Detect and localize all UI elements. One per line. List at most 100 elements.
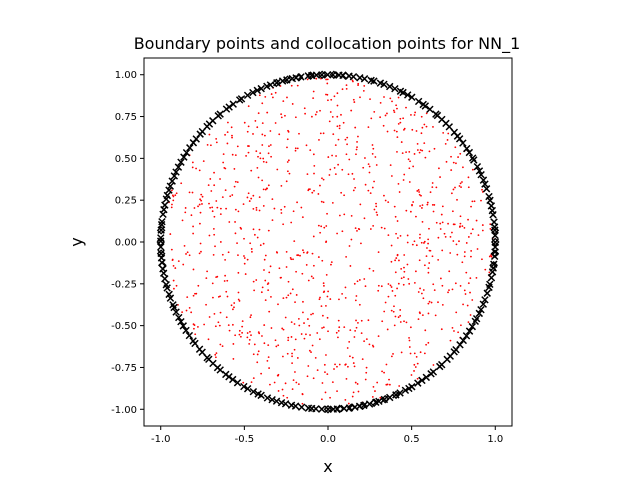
collocation-point	[201, 203, 203, 205]
collocation-point	[290, 84, 293, 87]
collocation-point	[323, 363, 326, 366]
collocation-point	[288, 172, 291, 175]
boundary-point	[159, 269, 168, 277]
collocation-point	[326, 212, 328, 215]
boundary-diamond-point	[294, 72, 304, 82]
collocation-point	[408, 339, 411, 342]
collocation-point	[346, 347, 349, 349]
collocation-point	[349, 329, 352, 331]
collocation-point	[352, 98, 355, 101]
collocation-point	[406, 241, 409, 244]
collocation-point	[173, 287, 175, 290]
collocation-point	[446, 139, 449, 141]
collocation-point	[182, 263, 185, 266]
collocation-point	[316, 332, 319, 334]
collocation-point	[464, 293, 467, 295]
collocation-point	[191, 166, 194, 169]
collocation-point	[250, 248, 253, 250]
collocation-point	[440, 213, 443, 216]
collocation-point	[405, 209, 408, 212]
collocation-point	[241, 331, 244, 334]
collocation-point	[394, 294, 397, 297]
collocation-point	[333, 95, 336, 98]
collocation-point	[380, 226, 383, 229]
collocation-point	[257, 155, 259, 158]
collocation-point	[327, 330, 329, 333]
collocation-point	[425, 125, 428, 128]
collocation-point	[330, 263, 332, 266]
boundary-point	[490, 218, 498, 226]
boundary-diamond-point	[317, 70, 327, 80]
collocation-point	[311, 191, 314, 194]
collocation-point	[452, 188, 455, 191]
collocation-point	[263, 269, 265, 271]
collocation-point	[248, 200, 251, 202]
collocation-point	[353, 282, 356, 285]
collocation-point	[420, 241, 423, 244]
collocation-point	[373, 110, 376, 113]
collocation-point	[239, 335, 242, 338]
collocation-point	[390, 244, 393, 247]
collocation-point	[252, 377, 255, 380]
collocation-point	[267, 152, 270, 155]
collocation-point	[384, 301, 387, 304]
collocation-point	[287, 294, 290, 297]
collocation-point	[421, 220, 424, 223]
collocation-point	[441, 284, 444, 287]
boundary-point	[429, 368, 438, 376]
collocation-point	[395, 104, 398, 107]
collocation-point	[391, 100, 393, 103]
collocation-point	[425, 255, 428, 257]
collocation-point	[322, 282, 325, 285]
collocation-point	[309, 334, 311, 336]
collocation-point	[314, 113, 317, 116]
collocation-point	[312, 277, 315, 279]
collocation-point	[219, 295, 221, 298]
collocation-point	[336, 365, 338, 368]
collocation-point	[327, 156, 330, 158]
collocation-point	[224, 133, 226, 136]
collocation-point	[338, 298, 340, 301]
collocation-point	[286, 138, 289, 141]
collocation-point	[215, 200, 218, 202]
collocation-point	[350, 238, 353, 241]
collocation-point	[372, 269, 375, 272]
collocation-point	[384, 114, 387, 117]
collocation-point	[409, 210, 412, 213]
collocation-point	[336, 92, 339, 95]
collocation-point	[399, 321, 402, 323]
collocation-point	[347, 365, 349, 368]
collocation-point	[171, 194, 174, 197]
collocation-point	[372, 147, 375, 150]
collocation-point	[207, 338, 210, 341]
collocation-point	[375, 164, 378, 166]
boundary-point	[367, 76, 375, 85]
collocation-point	[355, 295, 358, 297]
collocation-point	[247, 125, 250, 128]
collocation-point	[444, 142, 447, 145]
collocation-point	[271, 96, 274, 99]
collocation-point	[427, 238, 430, 241]
collocation-point	[408, 336, 410, 339]
collocation-point	[254, 120, 257, 122]
collocation-point	[312, 97, 315, 100]
collocation-point	[177, 260, 180, 262]
collocation-point	[329, 168, 332, 171]
boundary-diamond-point	[329, 70, 339, 80]
collocation-point	[252, 228, 255, 231]
collocation-point	[467, 218, 469, 221]
collocation-point	[286, 352, 289, 355]
boundary-point	[222, 105, 231, 113]
boundary-point	[166, 294, 175, 302]
boundary-point	[263, 82, 271, 91]
collocation-point	[399, 117, 402, 120]
collocation-point	[376, 381, 379, 384]
collocation-point	[425, 343, 428, 346]
collocation-point	[376, 214, 379, 216]
collocation-point	[407, 158, 410, 161]
collocation-point	[351, 356, 354, 359]
collocation-point	[451, 231, 453, 234]
boundary-point	[165, 186, 173, 194]
collocation-point	[364, 378, 367, 381]
boundary-point	[172, 308, 180, 316]
